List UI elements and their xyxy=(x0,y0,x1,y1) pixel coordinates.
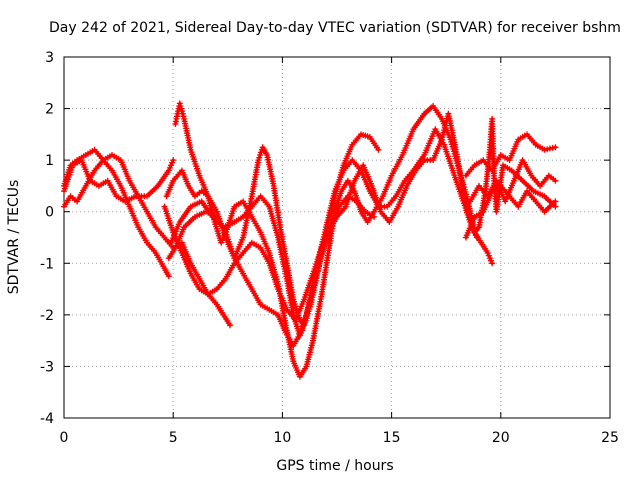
y-tick-label: -4 xyxy=(40,411,54,427)
series-track-7 xyxy=(172,100,496,349)
x-tick-label: 25 xyxy=(601,430,619,446)
series-plus-markers xyxy=(61,146,172,280)
y-tick-label: -1 xyxy=(40,256,54,272)
series-line xyxy=(62,148,171,278)
series-plus-markers xyxy=(462,182,559,241)
data-series xyxy=(61,100,559,380)
series-line xyxy=(62,153,175,250)
y-tick-label: 0 xyxy=(45,205,54,221)
y-tick-label: 2 xyxy=(45,102,54,118)
series-track-10 xyxy=(462,131,559,179)
plot-frame xyxy=(63,56,611,419)
series-plus-markers xyxy=(163,103,559,380)
x-tick-label: 0 xyxy=(60,430,69,446)
series-track-3 xyxy=(61,152,177,251)
y-tick-label: -3 xyxy=(40,359,54,375)
y-axis-label: SDTVAR / TECUs xyxy=(6,180,22,295)
x-tick-label: 10 xyxy=(273,430,291,446)
series-plus-markers xyxy=(462,131,559,179)
series-track-8 xyxy=(178,239,233,329)
axis-ticks: 0 5 10 15 20 25 -4 -3 -2 -1 0 1 2 3 xyxy=(40,50,619,446)
series-plus-markers xyxy=(178,239,233,329)
series-track-6 xyxy=(163,103,559,380)
x-tick-label: 15 xyxy=(383,430,401,446)
series-track-9 xyxy=(161,193,378,323)
y-tick-label: 1 xyxy=(45,153,54,169)
chart-title: Day 242 of 2021, Sidereal Day-to-day VTE… xyxy=(49,20,621,36)
series-track-12 xyxy=(462,182,559,241)
x-tick-label: 20 xyxy=(492,430,510,446)
series-plus-markers xyxy=(172,100,496,349)
y-tick-label: -2 xyxy=(40,308,54,324)
y-tick-label: 3 xyxy=(45,50,54,66)
x-axis-label: GPS time / hours xyxy=(276,458,393,474)
series-line xyxy=(165,104,557,379)
x-tick-label: 5 xyxy=(169,430,178,446)
series-track-2 xyxy=(61,146,172,280)
series-plus-markers xyxy=(61,152,177,251)
series-plus-markers xyxy=(161,193,378,323)
